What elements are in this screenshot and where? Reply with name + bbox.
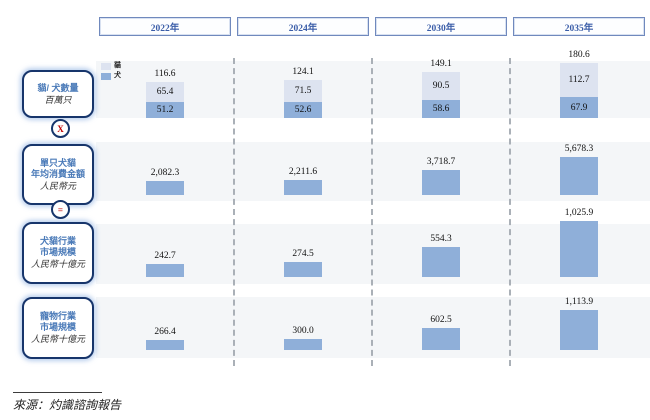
bar-value-label: 3,718.7 (426, 157, 456, 167)
bar (560, 310, 598, 350)
equals-symbol: = (57, 204, 64, 215)
bar-value-label: 266.4 (154, 327, 176, 337)
bar-value-label: 554.3 (430, 234, 452, 244)
label-box-unit: 人民幣元 (39, 180, 76, 191)
bar (560, 221, 598, 277)
bar-value-label: 1,113.9 (564, 297, 594, 307)
bar-value-label: 149.1 (430, 59, 452, 69)
legend-label: 犬 (114, 72, 121, 79)
bar (284, 180, 322, 195)
row-band-pet-count (96, 61, 650, 118)
label-box-title: 市場規模 (39, 322, 76, 332)
row-band-spend-per-pet (96, 142, 650, 201)
column-separator-1 (233, 58, 235, 366)
label-box-unit: 人民幣十億元 (30, 334, 85, 344)
legend-label: 貓 (114, 62, 121, 69)
column-separator-2 (371, 58, 373, 366)
bar-value-label: 242.7 (154, 251, 176, 261)
stacked-bar: 65.4 51.2 (146, 82, 184, 118)
row-band-pet-market (96, 297, 650, 358)
label-box-title: 市場規模 (39, 247, 76, 257)
label-box-pet-market: 寵物行業 市場規模 人民幣十億元 (22, 297, 94, 359)
bar (146, 264, 184, 277)
row-band-catdog-market (96, 224, 650, 284)
bar-value-label: 274.5 (292, 249, 314, 259)
bar-segment-dog: 52.6 (284, 102, 322, 118)
bar (560, 157, 598, 195)
bar (422, 247, 460, 277)
bar-value-label: 602.5 (430, 315, 452, 325)
bar (146, 181, 184, 195)
year-header-2030: 2030年 (375, 17, 507, 36)
legend-item-dog: 犬 (101, 72, 121, 80)
label-box-spend-per-pet: 單只犬貓 年均消費金額 人民幣元 (22, 144, 94, 205)
bar-segment-cat: 71.5 (284, 80, 322, 102)
source-divider (13, 392, 102, 393)
label-box-unit: 百萬只 (44, 94, 72, 105)
bar (422, 170, 460, 195)
equals-operator-icon: = (51, 200, 70, 219)
bar (284, 339, 322, 350)
label-box-title: 年均消費金額 (30, 168, 85, 179)
year-header-2035: 2035年 (513, 17, 645, 36)
stacked-bar: 90.5 58.6 (422, 72, 460, 118)
stacked-bar: 112.7 67.9 (560, 63, 598, 118)
bar-value-label: 1,025.9 (564, 208, 594, 218)
bar-segment-cat: 112.7 (560, 63, 598, 97)
year-header-2024: 2024年 (237, 17, 369, 36)
label-box-title: 單只犬貓 (39, 157, 76, 168)
bar (284, 262, 322, 277)
bar-value-label: 2,211.6 (288, 167, 318, 177)
label-box-pet-count: 貓/ 犬數量 百萬只 (22, 70, 94, 118)
legend-item-cat: 貓 (101, 62, 121, 70)
bar-segment-dog: 67.9 (560, 97, 598, 118)
multiply-symbol: X (57, 123, 64, 134)
bar-value-label: 5,678.3 (564, 144, 594, 154)
bar-value-label: 116.6 (154, 69, 176, 79)
bar-value-label: 300.0 (292, 326, 314, 336)
bar-value-label: 124.1 (292, 67, 314, 77)
bar (422, 328, 460, 350)
bar-value-label: 2,082.3 (150, 168, 180, 178)
year-header-2022: 2022年 (99, 17, 231, 36)
multiply-operator-icon: X (51, 119, 70, 138)
column-separator-3 (509, 58, 511, 366)
cat-swatch-icon (101, 62, 111, 70)
bar-segment-cat: 90.5 (422, 72, 460, 100)
bar-segment-dog: 58.6 (422, 100, 460, 118)
dog-swatch-icon (101, 72, 111, 80)
label-box-unit: 人民幣十億元 (30, 259, 85, 269)
source-note: 來源：灼識諮詢報告 (13, 398, 122, 412)
bar-value-label: 180.6 (568, 50, 590, 60)
legend: 貓 犬 (101, 62, 121, 80)
bar-segment-cat: 65.4 (146, 82, 184, 102)
label-box-title: 貓/ 犬數量 (37, 82, 79, 93)
label-box-title: 寵物行業 (39, 311, 76, 321)
label-box-title: 犬貓行業 (39, 236, 76, 246)
stacked-bar: 71.5 52.6 (284, 80, 322, 118)
bar (146, 340, 184, 350)
bar-segment-dog: 51.2 (146, 102, 184, 118)
label-box-catdog-market: 犬貓行業 市場規模 人民幣十億元 (22, 222, 94, 284)
